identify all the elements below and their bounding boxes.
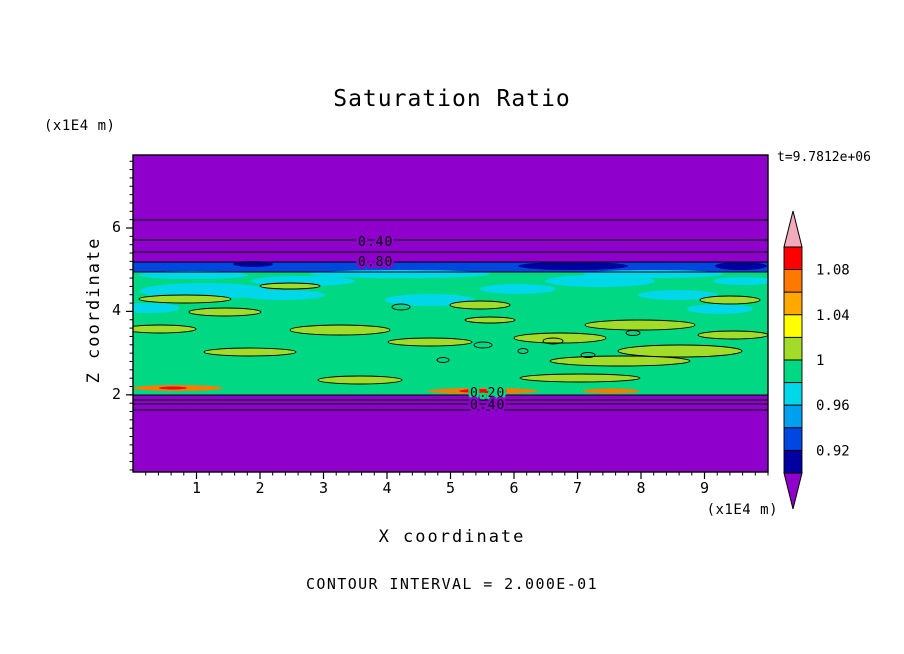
field-group: 0.400.800.200.40: [133, 155, 768, 472]
yellow-green-streak: [699, 295, 761, 305]
colorbar-tick-label: 0.92: [816, 443, 850, 459]
contour-label: 0.20: [470, 386, 505, 401]
cyan-patch: [138, 271, 248, 279]
yellow-green-streak: [387, 337, 473, 347]
cyan-patch: [687, 304, 753, 314]
colorbar: 1.08 1.04 1 0.96 0.92: [783, 210, 850, 510]
cyan-patch: [133, 303, 180, 313]
yellow-green-streak: [697, 330, 768, 340]
contour-ring: [580, 352, 596, 358]
cyan-patch: [638, 290, 718, 300]
contour-ring: [517, 348, 529, 354]
x-tick-label: 8: [636, 479, 646, 497]
yellow-green-streak: [203, 347, 297, 357]
colorbar-segment: [783, 382, 803, 406]
yellow-green-streak: [133, 324, 197, 334]
red-streak: [159, 386, 187, 390]
yellow-green-streak: [617, 344, 743, 358]
colorbar-segment: [783, 314, 803, 338]
yellow-green-streak: [317, 375, 403, 385]
axes-group: [126, 154, 769, 479]
z-axis-unit-label: (x1E4 m): [44, 118, 116, 134]
colorbar-segment: [783, 359, 803, 384]
contour-ring: [436, 357, 450, 363]
colorbar-segment: [783, 269, 803, 293]
cyan-patch: [713, 277, 768, 285]
navy-blob: [518, 262, 628, 270]
yellow-green-streak: [464, 316, 516, 324]
band-blue-band: [133, 262, 768, 272]
colorbar-segment: [783, 449, 803, 474]
z-tick-label: 2: [111, 384, 121, 403]
z-tick-label: 6: [111, 217, 121, 236]
x-tick-label: 1: [191, 479, 202, 497]
yellow-green-streak: [449, 300, 511, 310]
colorbar-tick-label: 1.04: [816, 308, 850, 324]
x-tick-label: 3: [318, 479, 329, 497]
z-tick-label: 4: [111, 301, 121, 320]
x-axis-unit-label: (x1E4 m): [706, 502, 778, 518]
red-streak: [459, 389, 507, 393]
x-tick-label: 9: [699, 479, 710, 497]
colorbar-segment: [783, 404, 803, 429]
cyan-patch: [241, 290, 325, 300]
time-annotation: t=9.7812e+06: [777, 150, 871, 165]
colorbar-segment: [783, 291, 803, 316]
contour-ring: [542, 337, 564, 345]
x-tick-label: 5: [445, 479, 456, 497]
yellow-green-streak: [519, 373, 641, 383]
colorbar-tick-label: 1: [816, 353, 824, 369]
x-tick-label: 7: [572, 479, 583, 497]
x-tick-label: 2: [255, 479, 265, 497]
contour-ring: [473, 341, 493, 349]
colorbar-tick-label: 1.08: [816, 263, 850, 279]
contour-ring: [391, 303, 411, 311]
yellow-green-streak: [549, 355, 691, 367]
yellow-green-streak: [289, 324, 391, 336]
yellow-green-streak: [259, 282, 321, 290]
cyan-patch: [310, 270, 490, 278]
yellow-green-streak: [584, 319, 696, 331]
contour-label: 0.80: [358, 255, 393, 270]
yellow-green-streak: [188, 307, 262, 317]
contour-interval-note: CONTOUR INTERVAL = 2.000E-01: [305, 575, 599, 593]
x-axis-title: X coordinate: [378, 527, 526, 547]
colorbar-under-arrow: [783, 472, 803, 510]
cyan-patch: [583, 270, 723, 278]
yellow-green-streak: [513, 332, 607, 344]
colorbar-segment: [783, 336, 803, 361]
colorbar-over-arrow: [783, 210, 803, 248]
orange-streak: [583, 388, 639, 394]
contour-plot: 0.400.800.200.40: [126, 154, 769, 479]
x-tick-label: 4: [382, 479, 392, 497]
cyan-patch: [480, 284, 556, 294]
x-tick-label: 6: [509, 479, 519, 497]
colorbar-segment: [783, 427, 803, 451]
cyan-patch: [545, 275, 655, 287]
colorbar-tick-label: 0.96: [816, 398, 850, 414]
contour-ring: [625, 330, 641, 336]
navy-blob: [715, 262, 767, 270]
contour-label: 0.40: [358, 235, 393, 250]
contour-label: 0.40: [470, 398, 505, 413]
chart-title: Saturation Ratio: [333, 86, 571, 112]
yellow-green-streak: [138, 294, 232, 304]
colorbar-segment: [783, 246, 803, 271]
